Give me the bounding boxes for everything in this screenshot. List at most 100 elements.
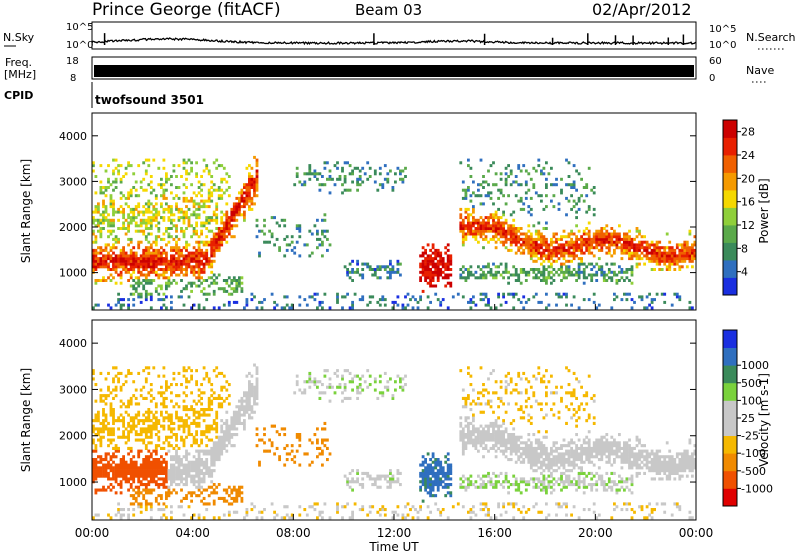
power-cell bbox=[230, 281, 234, 285]
power-cell bbox=[625, 232, 629, 236]
velocity-cell bbox=[200, 413, 203, 417]
power-cell bbox=[295, 227, 299, 230]
power-cell bbox=[127, 216, 130, 220]
velocity-cell bbox=[394, 380, 397, 384]
power-cell bbox=[102, 221, 105, 225]
velocity-cell bbox=[180, 477, 183, 481]
power-cell bbox=[180, 227, 183, 230]
velocity-cell bbox=[366, 474, 370, 478]
power-cell bbox=[243, 306, 246, 310]
velocity-cell bbox=[139, 469, 143, 473]
velocity-cell bbox=[162, 402, 166, 406]
power-cell bbox=[238, 205, 241, 209]
power-cell bbox=[567, 270, 571, 274]
velocity-cell bbox=[167, 444, 171, 448]
power-cell bbox=[225, 229, 229, 233]
power-cell bbox=[298, 295, 302, 299]
velocity-cell bbox=[378, 477, 382, 481]
velocity-cell bbox=[104, 469, 108, 473]
velocity-cell bbox=[152, 427, 156, 431]
velocity-cell bbox=[245, 508, 249, 512]
velocity-cell bbox=[225, 449, 229, 453]
power-cell bbox=[610, 270, 614, 274]
power-cell bbox=[640, 240, 644, 244]
power-cell bbox=[205, 259, 209, 263]
colorbar-tick-label: 4 bbox=[741, 266, 748, 279]
power-cell bbox=[107, 243, 110, 247]
power-cell bbox=[645, 295, 649, 299]
power-cell bbox=[461, 232, 465, 236]
power-cell bbox=[663, 262, 667, 266]
power-cell bbox=[318, 243, 322, 247]
power-cell bbox=[625, 270, 629, 274]
power-cell bbox=[504, 180, 508, 184]
velocity-cell bbox=[449, 469, 453, 473]
power-cell bbox=[192, 227, 196, 230]
power-cell bbox=[137, 202, 141, 206]
power-cell bbox=[504, 172, 508, 176]
power-cell bbox=[461, 276, 465, 280]
power-cell bbox=[532, 243, 536, 247]
power-cell bbox=[250, 166, 254, 170]
velocity-cell bbox=[132, 460, 136, 464]
velocity-cell bbox=[245, 396, 249, 400]
velocity-cell bbox=[197, 424, 201, 428]
velocity-cell bbox=[137, 419, 141, 423]
power-cell bbox=[132, 303, 136, 307]
power-cell bbox=[97, 246, 100, 250]
power-cell bbox=[149, 298, 153, 302]
power-cell bbox=[157, 268, 161, 271]
power-cell bbox=[165, 229, 168, 233]
velocity-cell bbox=[210, 408, 214, 412]
power-cell bbox=[446, 276, 450, 280]
velocity-cell bbox=[421, 477, 425, 481]
velocity-cell bbox=[487, 433, 490, 437]
power-cell bbox=[421, 262, 425, 266]
velocity-cell bbox=[154, 449, 158, 453]
power-cell bbox=[341, 306, 344, 310]
power-cell bbox=[162, 262, 166, 266]
power-cell bbox=[225, 210, 229, 214]
power-cell bbox=[235, 205, 239, 209]
velocity-cell bbox=[298, 463, 302, 467]
power-cell bbox=[217, 248, 221, 252]
velocity-cell bbox=[484, 388, 488, 392]
power-cell bbox=[154, 237, 158, 241]
velocity-cell bbox=[127, 424, 130, 428]
power-cell bbox=[431, 276, 435, 280]
power-cell bbox=[132, 259, 136, 263]
power-cell bbox=[522, 248, 526, 252]
power-cell bbox=[275, 221, 279, 225]
power-cell bbox=[230, 213, 234, 217]
power-cell bbox=[154, 196, 158, 200]
velocity-cell bbox=[144, 444, 148, 448]
velocity-cell bbox=[343, 474, 347, 478]
power-cell bbox=[615, 237, 619, 241]
power-cell bbox=[162, 248, 166, 252]
power-cell bbox=[144, 279, 148, 282]
power-cell bbox=[595, 237, 599, 241]
power-cell bbox=[215, 207, 219, 211]
velocity-cell bbox=[157, 508, 161, 512]
velocity-cell bbox=[97, 413, 100, 417]
velocity-cell bbox=[250, 410, 254, 414]
velocity-cell bbox=[243, 424, 246, 428]
velocity-cell bbox=[185, 424, 188, 428]
velocity-cell bbox=[202, 433, 206, 437]
velocity-cell bbox=[232, 496, 236, 500]
power-cell bbox=[557, 207, 561, 211]
power-cell bbox=[645, 240, 649, 244]
power-cell bbox=[484, 237, 488, 241]
power-cell bbox=[119, 281, 123, 285]
power-cell bbox=[167, 284, 171, 288]
velocity-cell bbox=[489, 399, 493, 403]
velocity-cell bbox=[467, 435, 470, 439]
power-cell bbox=[220, 287, 224, 291]
power-cell bbox=[557, 273, 561, 277]
power-cell bbox=[567, 246, 571, 250]
power-cell bbox=[321, 240, 324, 244]
velocity-cell bbox=[175, 416, 178, 420]
velocity-cell bbox=[182, 374, 186, 378]
velocity-cell bbox=[426, 463, 430, 467]
